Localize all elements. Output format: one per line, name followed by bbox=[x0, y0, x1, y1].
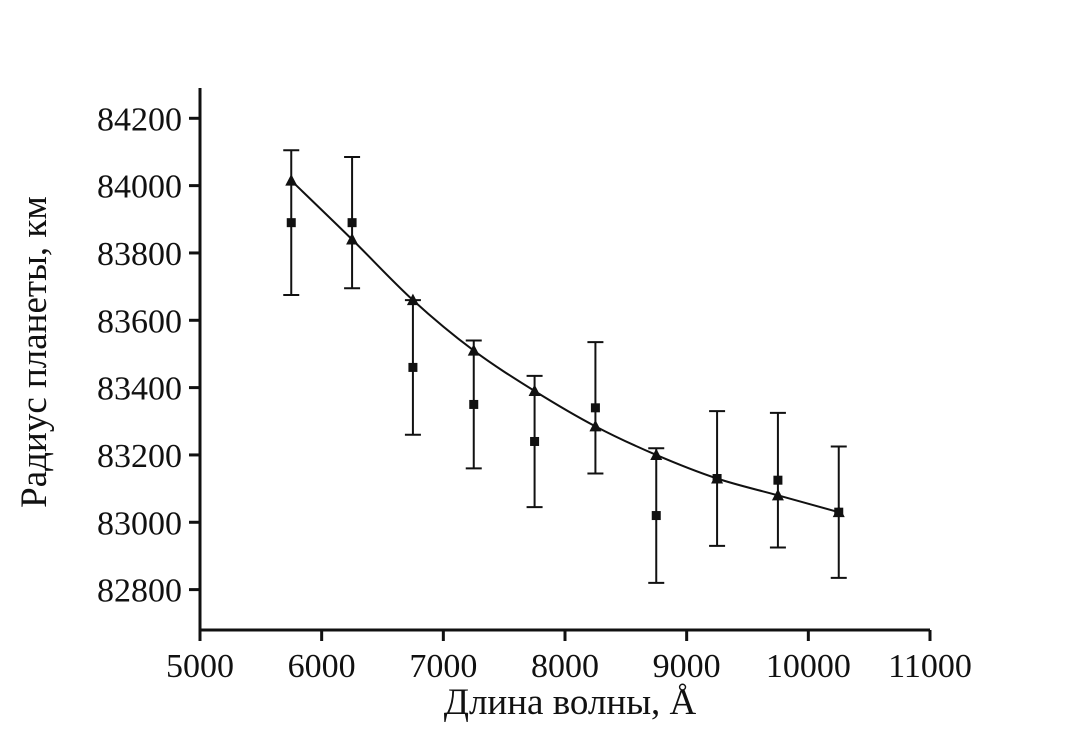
x-tick-label: 6000 bbox=[288, 648, 356, 685]
y-tick-label: 84200 bbox=[97, 101, 182, 138]
y-tick-label: 82800 bbox=[97, 573, 182, 610]
x-tick-label: 10000 bbox=[766, 648, 851, 685]
x-tick-label: 8000 bbox=[531, 648, 599, 685]
x-tick-label: 5000 bbox=[166, 648, 234, 685]
x-tick-label: 9000 bbox=[653, 648, 721, 685]
square-marker bbox=[286, 218, 296, 228]
triangle-marker bbox=[467, 344, 480, 356]
y-tick-label: 83800 bbox=[97, 236, 182, 273]
x-tick-label: 7000 bbox=[409, 648, 477, 685]
triangle-marker bbox=[346, 232, 359, 245]
square-marker bbox=[773, 475, 783, 485]
triangle-marker bbox=[406, 293, 419, 306]
y-tick-label: 84000 bbox=[97, 169, 182, 206]
plot-area: 5000 6000 7000 8000 9000 10000 11000 82800 83000… bbox=[97, 88, 972, 685]
triangle-marker bbox=[711, 472, 724, 484]
square-marker bbox=[408, 362, 418, 372]
fit-curve bbox=[290, 179, 840, 514]
triangle-marker bbox=[832, 505, 845, 518]
y-tick-label: 83200 bbox=[97, 438, 182, 475]
triangle-marker bbox=[771, 488, 784, 501]
square-marker bbox=[530, 436, 540, 446]
square-marker bbox=[590, 403, 600, 413]
square-marker bbox=[347, 218, 357, 228]
square-marker bbox=[469, 399, 479, 409]
triangle-marker bbox=[528, 384, 541, 396]
triangle-marker bbox=[285, 174, 298, 186]
y-tick-label: 83000 bbox=[97, 505, 182, 542]
triangle-marker bbox=[589, 419, 602, 432]
square-marker bbox=[651, 511, 661, 521]
triangle-marker bbox=[650, 448, 663, 460]
y-axis-title: Радиус планеты, км bbox=[14, 196, 55, 508]
y-tick-label: 83400 bbox=[97, 371, 182, 408]
x-tick-label: 11000 bbox=[888, 648, 972, 685]
y-tick-label: 83600 bbox=[97, 303, 182, 340]
x-axis-title: Длина волны, Å bbox=[444, 682, 697, 723]
